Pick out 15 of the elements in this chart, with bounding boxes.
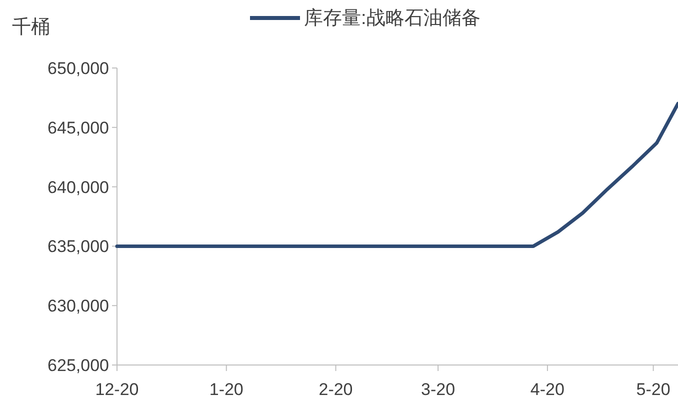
x-tick-label: 12-20 xyxy=(95,380,139,399)
x-tick-label: 4-20 xyxy=(530,380,564,399)
x-tick-label: 2-20 xyxy=(318,380,353,399)
y-tick-label: 650,000 xyxy=(48,59,109,78)
x-tick-label: 5-20 xyxy=(636,380,670,399)
x-tick-label: 1-20 xyxy=(209,380,244,399)
legend-label: 库存量:战略石油储备 xyxy=(304,7,480,29)
line-series xyxy=(115,102,678,248)
y-tick-label: 625,000 xyxy=(48,356,109,375)
y-axis-title: 千桶 xyxy=(12,17,50,38)
y-tick-label: 635,000 xyxy=(48,237,109,256)
x-tick-label: 3-20 xyxy=(421,380,456,399)
y-tick-label: 645,000 xyxy=(48,118,109,138)
y-tick-label: 630,000 xyxy=(48,296,109,316)
y-tick-label: 640,000 xyxy=(48,178,109,197)
